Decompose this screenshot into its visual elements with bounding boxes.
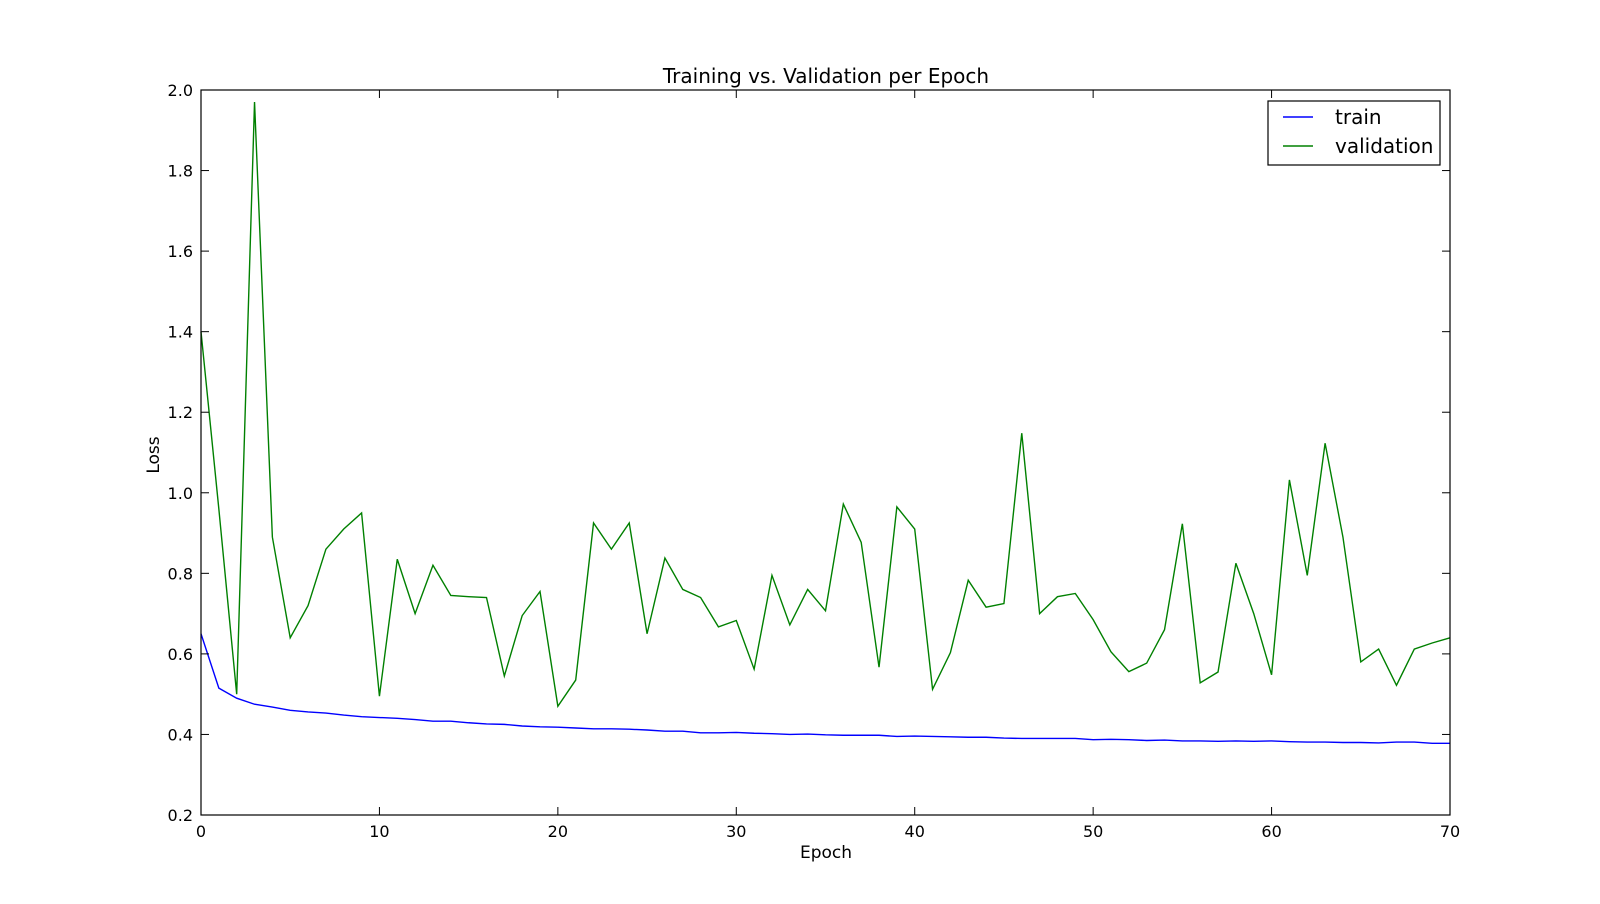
y-axis-title: Loss [144, 436, 164, 473]
y-tick-label: 2.0 [168, 81, 193, 100]
y-tick-label: 1.6 [168, 242, 193, 261]
x-tick-label: 0 [196, 822, 206, 841]
plot-frame [200, 89, 1451, 816]
y-tick-label: 1.8 [168, 162, 193, 181]
y-tick-label: 1.0 [168, 484, 193, 503]
y-tick-label: 0.6 [168, 645, 193, 664]
x-tick-label: 50 [1083, 822, 1103, 841]
x-tick-label: 20 [548, 822, 568, 841]
legend-box [1267, 100, 1441, 166]
chart-title: Training vs. Validation per Epoch [662, 64, 989, 88]
y-tick-label: 0.4 [168, 725, 193, 744]
y-tick-label: 0.8 [168, 564, 193, 583]
x-tick-label: 70 [1440, 822, 1460, 841]
ticks-layer: 0 10 20 30 40 50 60 70 0.2 0.4 0.6 0.8 1.0 1.2 1.4 1.6 1… [168, 81, 1461, 841]
y-tick-label: 0.2 [168, 806, 193, 825]
legend-label-validation: validation [1335, 134, 1433, 158]
x-axis-title: Epoch [800, 843, 852, 863]
series-layer [200, 102, 1451, 745]
x-tick-label: 30 [726, 822, 746, 841]
series-line-validation [200, 102, 1451, 709]
x-tick-label: 40 [905, 822, 925, 841]
y-tick-label: 1.4 [168, 323, 193, 342]
legend: train validation [1267, 100, 1441, 166]
legend-label-train: train [1335, 105, 1382, 129]
x-tick-label: 10 [369, 822, 389, 841]
series-line-train [200, 633, 1450, 745]
y-tick-label: 1.2 [168, 403, 193, 422]
x-tick-label: 60 [1261, 822, 1281, 841]
